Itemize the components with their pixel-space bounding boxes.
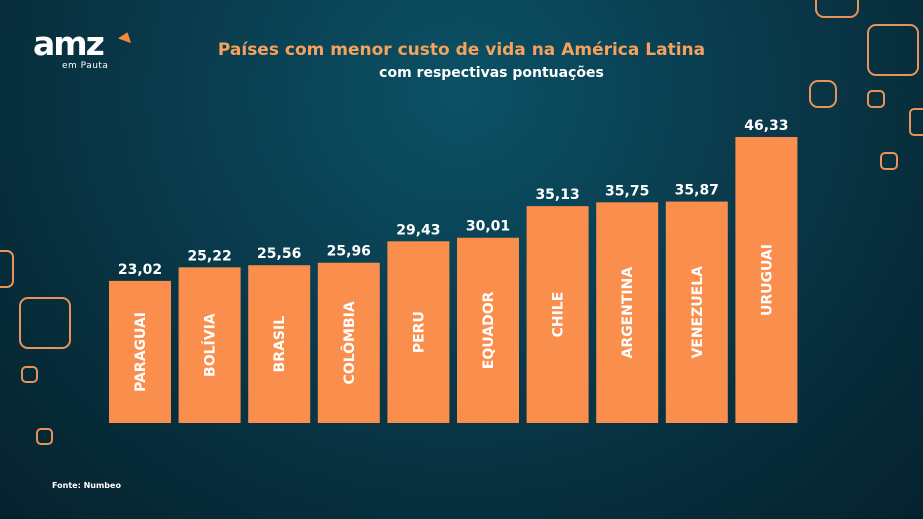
bar-peru [387,241,450,423]
value-label: 35,75 [605,183,649,199]
chart-title: Países com menor custo de vida na Améric… [217,40,706,60]
decorative-square [21,366,38,383]
decorative-square [815,0,859,18]
value-label: 46,33 [744,118,788,134]
value-label: 35,13 [535,187,579,203]
chart-subtitle: com respectivas pontuações [379,65,604,81]
category-label: PARAGUAI [133,312,149,392]
brand-tagline: em Pauta [62,61,109,71]
category-label: URUGUAI [759,244,775,316]
value-label: 25,56 [257,246,301,262]
category-label: BOLÍVIA [202,313,219,377]
value-label: 30,01 [466,219,510,235]
category-label: VENEZUELA [690,266,706,359]
decorative-square [0,250,14,288]
decorative-square [809,80,837,108]
decorative-square [909,108,923,136]
bar-uruguai [735,137,798,423]
decorative-square [36,428,53,445]
value-label: 35,87 [675,183,719,199]
decorative-square [880,152,898,170]
decorative-square [19,297,71,349]
brand-name: amz [33,24,105,63]
bar-equador [457,237,519,423]
category-label: CHILE [551,292,567,338]
bar-brasil [248,265,311,423]
bar-argentina [596,202,659,423]
value-label: 25,96 [327,244,371,260]
bar-colômbia [317,262,380,423]
decorative-square [867,90,885,108]
value-label: 25,22 [187,248,231,264]
bar-chile [526,206,589,423]
category-label: BRASIL [272,316,288,373]
decorative-square [867,24,919,76]
category-label: COLÔMBIA [340,301,358,384]
category-label: EQUADOR [481,291,497,369]
value-label: 29,43 [396,222,440,238]
category-label: PERU [411,311,427,353]
category-label: ARGENTINA [620,267,636,359]
bar-venezuela [665,201,728,423]
bar-paraguai [109,280,171,423]
source-note: Fonte: Numbeo [52,481,121,490]
brand-logo: amz em Pauta [33,24,143,78]
bar-bolívia [178,267,241,423]
value-label: 23,02 [118,262,162,278]
